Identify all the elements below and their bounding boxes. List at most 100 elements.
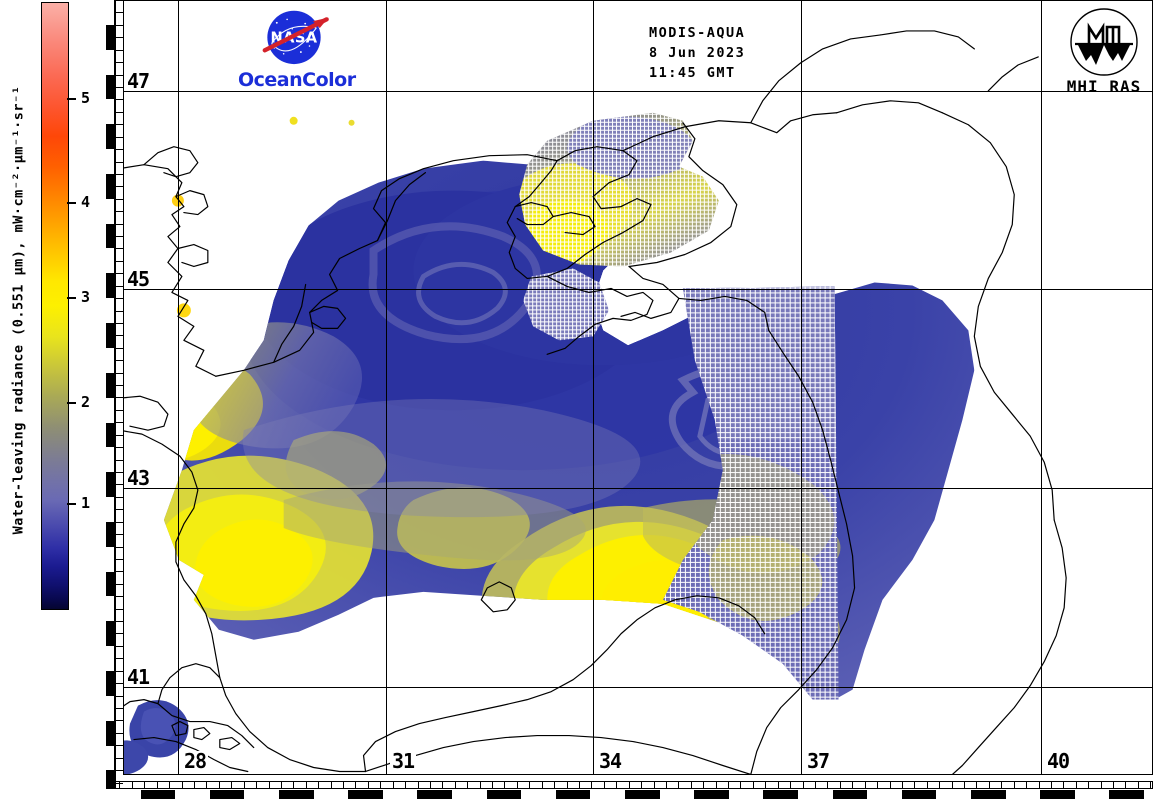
ruler-segment bbox=[106, 323, 114, 348]
ruler-segment bbox=[106, 24, 114, 50]
mhi-ras-logo: MHI RAS bbox=[1056, 7, 1152, 99]
ruler-tick bbox=[367, 782, 369, 788]
ruler-tick bbox=[653, 782, 655, 788]
ruler-tick bbox=[318, 782, 320, 788]
longitude-label-34: 34 bbox=[597, 749, 624, 773]
ruler-tick bbox=[116, 372, 123, 374]
ruler-tick bbox=[268, 782, 270, 788]
ruler-segment bbox=[106, 472, 114, 498]
ruler-tick bbox=[1038, 782, 1040, 788]
ruler-tick bbox=[116, 683, 123, 685]
ruler-tick bbox=[116, 633, 123, 635]
ruler-tick bbox=[116, 434, 123, 436]
ruler-tick bbox=[839, 782, 841, 788]
azov-raster bbox=[519, 112, 719, 267]
coastline-layer bbox=[124, 30, 1067, 774]
ruler-tick bbox=[116, 707, 123, 709]
ruler-tick bbox=[380, 782, 382, 788]
colorbar-tick-label: 4 bbox=[81, 193, 91, 211]
ruler-segment bbox=[625, 790, 660, 799]
colorbar-gradient bbox=[41, 2, 69, 610]
ruler-tick bbox=[1125, 782, 1127, 788]
ruler-tick bbox=[116, 223, 123, 225]
ruler-segment bbox=[1040, 790, 1075, 799]
ruler-tick bbox=[529, 782, 531, 788]
ruler-tick bbox=[144, 782, 146, 788]
ruler-tick bbox=[392, 782, 394, 788]
ruler-tick bbox=[116, 409, 123, 411]
ruler-tick bbox=[169, 782, 171, 788]
ruler-tick bbox=[728, 782, 729, 788]
ruler-tick bbox=[703, 782, 705, 788]
ruler-segment bbox=[106, 422, 114, 448]
ruler-tick bbox=[116, 608, 123, 610]
ruler-tick bbox=[116, 484, 123, 486]
ruler-segment bbox=[417, 790, 452, 799]
ruler-segment bbox=[106, 621, 114, 647]
ruler-tick bbox=[1050, 782, 1052, 788]
ruler-segment bbox=[106, 173, 114, 199]
ruler-tick bbox=[116, 360, 123, 362]
ruler-tick bbox=[116, 521, 123, 523]
ruler-tick bbox=[116, 186, 123, 188]
ruler-tick bbox=[889, 782, 891, 788]
ruler-tick bbox=[479, 782, 481, 788]
ruler-tick bbox=[116, 583, 123, 585]
ruler-tick bbox=[814, 782, 816, 788]
ruler-tick bbox=[116, 496, 123, 498]
ruler-tick bbox=[116, 74, 123, 76]
ruler-tick bbox=[877, 782, 878, 788]
ruler-tick bbox=[591, 782, 593, 788]
ruler-tick bbox=[156, 782, 158, 788]
ruler-tick bbox=[116, 0, 123, 1]
ruler-tick bbox=[116, 459, 123, 461]
ruler-tick bbox=[116, 161, 123, 163]
ruler-tick bbox=[951, 782, 953, 788]
colorbar-tick-label: 1 bbox=[81, 494, 91, 512]
ruler-segment bbox=[694, 790, 729, 799]
ruler-tick bbox=[116, 347, 123, 349]
ruler-tick bbox=[116, 86, 123, 88]
nasa-oceancolor-logo: NASA OceanColor bbox=[238, 9, 356, 97]
latitude-label-45: 45 bbox=[126, 267, 150, 291]
acquisition-date: 8 Jun 2023 bbox=[649, 45, 746, 61]
ruler-tick bbox=[1100, 782, 1102, 788]
ruler-tick bbox=[988, 782, 990, 788]
latitude-label-41: 41 bbox=[126, 665, 150, 689]
ruler-segment bbox=[348, 790, 383, 799]
ruler-tick bbox=[206, 782, 208, 788]
ruler-tick bbox=[116, 757, 123, 759]
ruler-tick bbox=[116, 720, 123, 722]
ruler-tick bbox=[116, 24, 123, 26]
kerch-raster bbox=[523, 268, 610, 341]
latitude-label-43: 43 bbox=[126, 466, 150, 490]
map-canvas: 47 45 43 41 28 31 34 37 40 bbox=[124, 1, 1152, 774]
meridian-28 bbox=[178, 1, 179, 774]
ruler-tick bbox=[107, 782, 108, 788]
ruler-tick bbox=[355, 782, 357, 788]
ruler-tick bbox=[1026, 782, 1028, 788]
ruler-tick bbox=[976, 782, 978, 788]
ruler-tick bbox=[116, 621, 123, 622]
colorbar-tick-mark bbox=[67, 297, 76, 299]
mhi-ras-caption: MHI RAS bbox=[1066, 77, 1142, 96]
ruler-tick bbox=[116, 37, 123, 39]
ruler-tick bbox=[1113, 782, 1114, 788]
ruler-tick bbox=[116, 745, 123, 747]
colorbar-tick-mark bbox=[67, 98, 76, 100]
longitude-label-31: 31 bbox=[390, 749, 417, 773]
ruler-tick bbox=[116, 422, 123, 424]
ruler-tick bbox=[116, 248, 123, 250]
colorbar-tick-label: 3 bbox=[81, 288, 91, 306]
colorbar-tick-mark bbox=[67, 202, 76, 204]
ruler-tick bbox=[116, 260, 123, 262]
ruler-tick bbox=[243, 782, 245, 788]
parallel-45 bbox=[124, 289, 1152, 290]
ruler-tick bbox=[765, 782, 767, 788]
colorbar-axis-title-text: Water-leaving radiance (0.551 μm), mW·cm… bbox=[10, 85, 27, 535]
ruler-segment bbox=[1109, 790, 1144, 799]
map-border-ticks-left bbox=[115, 0, 123, 789]
parallel-41 bbox=[124, 687, 1152, 688]
ruler-tick bbox=[116, 149, 123, 150]
